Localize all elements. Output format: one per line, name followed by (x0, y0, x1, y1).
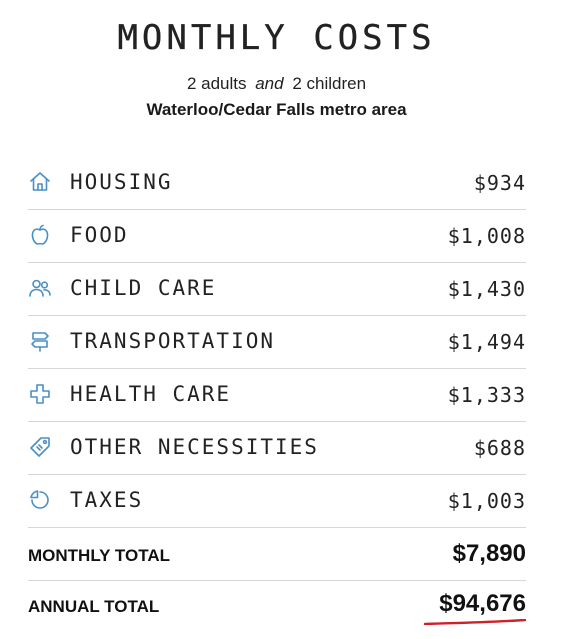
cost-value: $1,430 (447, 277, 526, 301)
cost-value: $1,494 (447, 330, 526, 354)
cost-row-transportation: TRANSPORTATION $1,494 (28, 316, 526, 369)
cost-row-food: FOOD $1,008 (28, 210, 526, 263)
monthly-total-row: MONTHLY TOTAL $7,890 (28, 528, 526, 581)
cost-label: CHILD CARE (70, 276, 217, 300)
cost-label: HEALTH CARE (70, 382, 232, 406)
cost-value: $1,008 (447, 224, 526, 248)
cost-label: TRANSPORTATION (70, 329, 276, 353)
cost-label: TAXES (70, 488, 144, 512)
annual-total-row: ANNUAL TOTAL $94,676 (28, 581, 526, 633)
children-count: 2 children (292, 74, 367, 93)
house-icon (28, 170, 52, 194)
conjunction: and (255, 74, 284, 93)
cost-label: FOOD (70, 223, 129, 247)
cost-row-taxes: TAXES $1,003 (28, 475, 526, 528)
price-tag-icon (28, 435, 52, 459)
monthly-total-value: $7,890 (452, 540, 526, 567)
cost-label: OTHER NECESSITIES (70, 435, 319, 459)
cost-label: HOUSING (70, 170, 173, 194)
page-title: MONTHLY COSTS (117, 18, 436, 58)
cost-row-child-care: CHILD CARE $1,430 (28, 263, 526, 316)
adults-count: 2 adults (186, 74, 247, 93)
annual-total-underline (424, 619, 526, 625)
monthly-total-label: MONTHLY TOTAL (28, 546, 170, 565)
medical-cross-icon (28, 382, 52, 406)
household-description: 2 adults and 2 children (0, 74, 553, 94)
signpost-icon (28, 329, 52, 353)
cost-row-health-care: HEALTH CARE $1,333 (28, 369, 526, 422)
cost-row-other-necessities: OTHER NECESSITIES $688 (28, 422, 526, 475)
cost-value: $934 (473, 171, 526, 195)
cost-value: $1,333 (447, 383, 526, 407)
metro-area: Waterloo/Cedar Falls metro area (146, 100, 407, 119)
cost-list: HOUSING $934 FOOD $1,008 CHILD CARE $1,4… (28, 157, 526, 633)
pie-chart-icon (28, 488, 52, 512)
cost-value: $1,003 (447, 489, 526, 513)
annual-total-label: ANNUAL TOTAL (28, 597, 160, 616)
cost-value: $688 (473, 436, 526, 460)
cost-row-housing: HOUSING $934 (28, 157, 526, 210)
apple-icon (28, 223, 52, 247)
annual-total-value: $94,676 (439, 590, 526, 617)
people-icon (28, 276, 52, 300)
